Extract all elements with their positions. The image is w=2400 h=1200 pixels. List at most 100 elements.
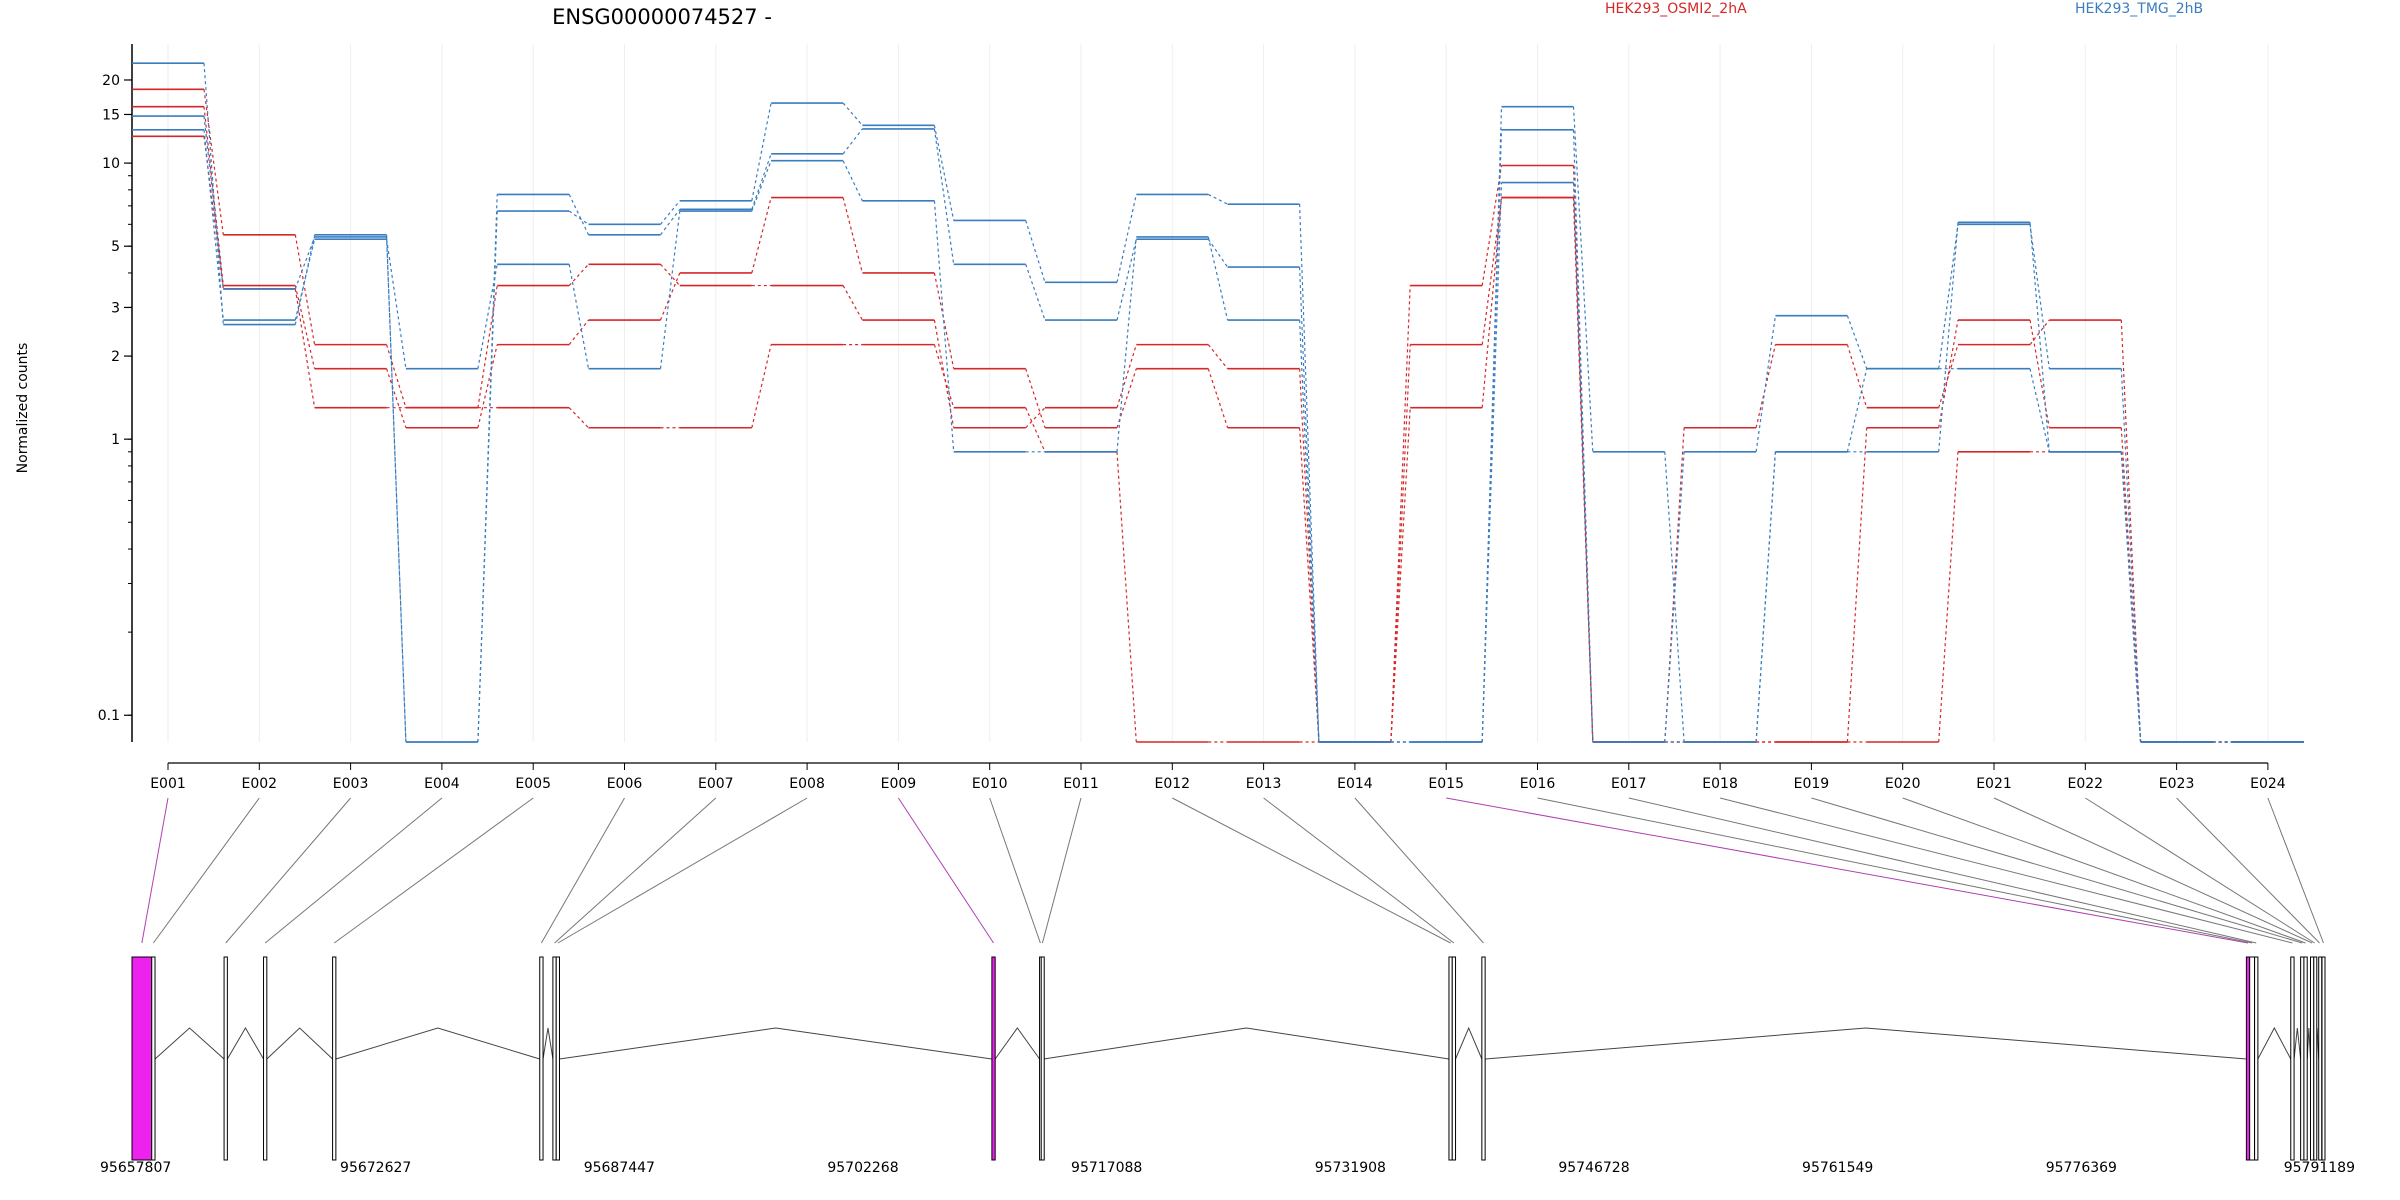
series-connector <box>1025 407 1046 453</box>
intron <box>2293 1027 2302 1060</box>
grid <box>167 44 2269 742</box>
x-tick-label: E018 <box>1702 776 1738 792</box>
coord-label: 95791189 <box>2284 1160 2355 1176</box>
series-connector <box>842 197 863 274</box>
exon-connector <box>333 797 534 944</box>
exon-box <box>1040 956 1045 1161</box>
exon-connector <box>554 797 717 944</box>
series-connector <box>386 236 407 743</box>
y-tick-label: 0.1 <box>98 708 120 724</box>
intron <box>154 1027 225 1060</box>
exon-connector <box>557 797 808 944</box>
series-connector <box>1938 224 1959 369</box>
x-tick-label: E016 <box>1520 776 1556 792</box>
coord-label: 95672627 <box>340 1160 411 1176</box>
series-connector <box>751 344 772 428</box>
series-connector <box>1207 368 1229 428</box>
exon-box <box>2249 956 2256 1161</box>
exon-connector <box>540 797 625 944</box>
exon-connector <box>1902 797 2306 944</box>
coord-label: 95761549 <box>1802 1160 1873 1176</box>
exon-box <box>1481 956 1486 1161</box>
y-axis: 0.1 1 2 3 5 10 15 20 <box>98 44 133 742</box>
series-connector <box>1207 238 1229 268</box>
series-connector <box>294 234 316 345</box>
x-tick-label: E020 <box>1885 776 1921 792</box>
series-line <box>132 115 2304 743</box>
exon-box <box>1451 956 1457 1161</box>
series-connector <box>1481 165 1503 286</box>
series-connector <box>751 160 772 212</box>
y-tick-label: 3 <box>111 300 120 316</box>
series-connector <box>294 288 316 408</box>
series-connector <box>477 285 498 408</box>
x-tick-label: E014 <box>1337 776 1373 792</box>
legend-label-osmi2: HEK293_OSMI2_2hA <box>1605 1 1747 17</box>
series-connector <box>1664 427 1685 743</box>
series-connector <box>1938 222 1959 452</box>
x-tick-label: E006 <box>607 776 643 792</box>
series-connector <box>1481 197 1503 408</box>
series-line <box>132 105 2304 743</box>
series-connector <box>477 344 498 428</box>
intron <box>994 1027 1040 1060</box>
exon-box <box>223 956 228 1161</box>
exon-connector <box>264 797 443 944</box>
coord-label: 95702268 <box>827 1160 898 1176</box>
exon-connectors <box>141 797 2324 944</box>
series-line <box>132 62 2304 743</box>
y-tick-label: 15 <box>102 107 120 123</box>
exon-connector <box>225 797 351 944</box>
x-tick-label: E021 <box>1976 776 2012 792</box>
exon-box <box>263 956 268 1161</box>
x-tick-label: E002 <box>242 776 278 792</box>
exon-connector <box>152 797 260 944</box>
exon-box <box>2318 956 2323 1161</box>
y-tick-label: 5 <box>111 239 120 255</box>
series-connector <box>933 319 955 428</box>
series-connector <box>203 63 224 325</box>
series-connector <box>2120 451 2142 743</box>
series-connector <box>1025 220 1046 283</box>
series-connector <box>1846 427 1868 743</box>
x-tick-label: E008 <box>789 776 825 792</box>
x-tick-label: E012 <box>1155 776 1191 792</box>
x-tick-label: E019 <box>1794 776 1830 792</box>
series-connector <box>842 160 863 202</box>
series-connector <box>751 153 772 210</box>
exon-connector <box>1263 797 1455 944</box>
x-tick-label: E005 <box>515 776 551 792</box>
series-lines <box>132 62 2304 743</box>
series-connector <box>1116 239 1137 321</box>
series-connector <box>1116 344 1137 408</box>
intron <box>2306 1027 2311 1060</box>
series-connector <box>568 263 589 286</box>
intron <box>226 1027 264 1060</box>
series-connector <box>1572 106 1594 452</box>
intron <box>1043 1027 1450 1060</box>
series-connector <box>660 200 681 225</box>
x-tick-label: E009 <box>881 776 917 792</box>
x-tick-label: E022 <box>2068 776 2104 792</box>
series-connector <box>1390 344 1411 743</box>
exon-connector <box>1041 797 1082 944</box>
exon-connector <box>1354 797 1484 944</box>
coord-label: 95657807 <box>100 1160 171 1176</box>
coord-label: 95731908 <box>1315 1160 1386 1176</box>
exon-box <box>2254 956 2259 1161</box>
x-axis: E001 E002 E003 E004 E005 E006 E007 E008 E009 E010… <box>150 762 2286 792</box>
coord-label: 95717088 <box>1071 1160 1142 1176</box>
y-tick-label: 20 <box>102 73 120 89</box>
x-tick-label: E024 <box>2250 776 2286 792</box>
series-connector <box>933 125 955 221</box>
x-tick-label: E003 <box>333 776 369 792</box>
gene-model <box>131 956 2326 1161</box>
series-connector <box>1664 451 1685 743</box>
intron <box>2257 1026 2292 1060</box>
series-line <box>132 129 2304 743</box>
series-connector <box>477 264 498 369</box>
exon-connector <box>141 797 169 944</box>
series-connector <box>2029 222 2050 452</box>
intron <box>266 1027 333 1060</box>
